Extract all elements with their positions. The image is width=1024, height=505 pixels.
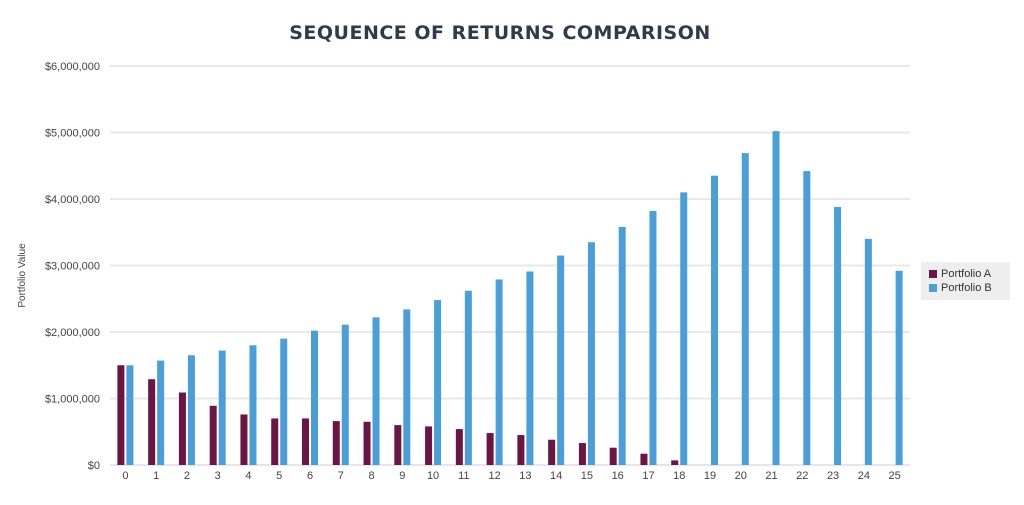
legend-label-portfolio-a: Portfolio A (941, 268, 992, 280)
y-tick-label: $6,000,000 (45, 61, 100, 73)
x-tick-label: 16 (612, 470, 624, 482)
bar-portfolio-a (548, 439, 556, 465)
x-tick-label: 23 (827, 470, 839, 482)
bar-portfolio-b (526, 271, 534, 465)
x-tick-label: 1 (153, 470, 159, 482)
x-tick-label: 21 (765, 470, 777, 482)
x-tick-label: 0 (122, 470, 128, 482)
bar-portfolio-b (187, 355, 195, 465)
x-tick-label: 2 (184, 470, 190, 482)
bar-portfolio-a (486, 433, 494, 465)
y-axis-label: Portfolio Value (17, 243, 28, 308)
bar-portfolio-b (372, 317, 380, 465)
y-tick-label: $1,000,000 (45, 394, 100, 406)
x-tick-label: 20 (735, 470, 747, 482)
bar-portfolio-a (178, 392, 186, 465)
bar-portfolio-b (834, 206, 842, 466)
bar-portfolio-b (557, 255, 565, 465)
bar-portfolio-a (425, 426, 433, 465)
bar-portfolio-a (455, 429, 463, 465)
bar-portfolio-b (218, 350, 226, 465)
bar-portfolio-a (332, 421, 340, 465)
bar-portfolio-b (280, 338, 288, 465)
x-tick-label: 25 (888, 470, 900, 482)
bar-portfolio-a (271, 418, 279, 465)
bar-portfolio-b (864, 238, 872, 465)
x-tick-label: 19 (704, 470, 716, 482)
bar-portfolio-a (394, 425, 402, 465)
x-tick-label: 24 (858, 470, 870, 482)
bar-portfolio-b (434, 300, 442, 465)
bar-portfolio-a (148, 379, 156, 465)
x-tick-label: 9 (399, 470, 405, 482)
bar-portfolio-a (517, 435, 525, 465)
x-tick-label: 12 (488, 470, 500, 482)
x-tick-label: 14 (550, 470, 562, 482)
x-tick-label: 18 (673, 470, 685, 482)
bar-portfolio-a (578, 443, 586, 465)
bar-portfolio-b (249, 345, 257, 465)
bar-portfolio-b (772, 131, 780, 466)
x-tick-label: 17 (642, 470, 654, 482)
bar-portfolio-b (711, 175, 718, 465)
bar-portfolio-b (803, 171, 811, 465)
x-tick-label: 11 (458, 470, 469, 482)
y-tick-label: $2,000,000 (45, 327, 100, 339)
bar-portfolio-b (587, 242, 595, 465)
bar-portfolio-a (671, 460, 679, 465)
bar-portfolio-a (363, 421, 371, 465)
legend: Portfolio A Portfolio B (921, 262, 1010, 300)
x-tick-label: 3 (215, 470, 221, 482)
x-tick-label: 8 (368, 470, 374, 482)
bar-portfolio-b (895, 270, 903, 465)
x-tick-label: 10 (427, 470, 439, 482)
legend-item-portfolio-a[interactable]: Portfolio A (929, 267, 991, 281)
legend-swatch-portfolio-b (929, 284, 937, 292)
bar-portfolio-a (609, 447, 617, 465)
bar-portfolio-b (741, 153, 749, 466)
x-tick-label: 13 (519, 470, 531, 482)
bar-portfolio-b (341, 324, 349, 465)
x-tick-label: 7 (338, 470, 344, 482)
chart-title: SEQUENCE OF RETURNS COMPARISON (289, 22, 711, 44)
y-tick-label: $4,000,000 (45, 194, 100, 206)
bar-portfolio-b (157, 360, 165, 465)
bar-portfolio-b (649, 210, 657, 465)
y-tick-label: $3,000,000 (45, 261, 100, 273)
bar-portfolio-b (126, 365, 134, 465)
bar-portfolio-b (618, 226, 626, 465)
y-tick-label: $0 (88, 460, 100, 472)
legend-label-portfolio-b: Portfolio B (941, 282, 992, 294)
bar-portfolio-a (240, 414, 248, 465)
y-tick-label: $5,000,000 (45, 128, 100, 140)
bar-portfolio-a (640, 453, 648, 465)
x-tick-label: 6 (307, 470, 313, 482)
x-tick-label: 15 (581, 470, 593, 482)
bar-portfolio-b (403, 309, 411, 465)
bar-portfolio-b (311, 330, 318, 465)
legend-swatch-portfolio-a (929, 270, 937, 278)
legend-item-portfolio-b[interactable]: Portfolio B (929, 281, 992, 295)
x-tick-label: 4 (245, 470, 251, 482)
bar-portfolio-b (495, 279, 503, 465)
x-tick-label: 5 (276, 470, 282, 482)
bar-portfolio-a (302, 418, 309, 465)
x-tick-label: 22 (796, 470, 808, 482)
bar-portfolio-b (680, 192, 688, 465)
bar-portfolio-a (117, 365, 125, 465)
bar-portfolio-a (209, 405, 217, 465)
bar-portfolio-b (464, 290, 472, 465)
